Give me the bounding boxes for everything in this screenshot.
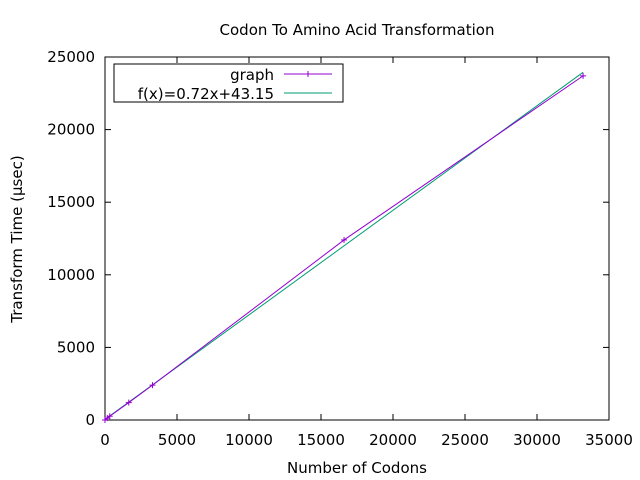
x-tick-label: 30000 xyxy=(513,431,561,449)
y-tick-label: 25000 xyxy=(47,48,95,66)
series-line-graph xyxy=(104,75,584,421)
y-tick-label: 0 xyxy=(85,411,95,429)
x-tick-label: 10000 xyxy=(225,431,273,449)
legend-marker-plus xyxy=(305,71,311,77)
y-tick-label: 10000 xyxy=(47,266,95,284)
legend-marker-graph xyxy=(305,71,311,77)
chart-title: Codon To Amino Acid Transformation xyxy=(220,21,495,39)
data-point xyxy=(106,413,113,420)
legend-label-fit: f(x)=0.72x+43.15 xyxy=(138,85,274,103)
plot-frame xyxy=(104,56,610,421)
x-tick-label: 35000 xyxy=(585,431,633,449)
y-tick-label: 20000 xyxy=(47,121,95,139)
series-layer xyxy=(102,71,587,423)
x-axis-label: Number of Codons xyxy=(287,459,427,477)
y-axis-label: Transform Time (µsec) xyxy=(8,155,26,323)
x-tick-label: 15000 xyxy=(297,431,345,449)
legend-label-graph: graph xyxy=(230,66,274,84)
data-point xyxy=(580,72,587,79)
y-tick-label: 5000 xyxy=(57,338,95,356)
x-tick-label: 0 xyxy=(100,431,110,449)
x-tick-label: 20000 xyxy=(369,431,417,449)
legend-box xyxy=(113,63,344,103)
x-tick-label: 25000 xyxy=(441,431,489,449)
data-point xyxy=(149,382,156,389)
legend: graph f(x)=0.72x+43.15 xyxy=(113,63,344,103)
data-point xyxy=(341,236,348,243)
axis-ticks: 0 5000 10000 15000 20000 25000 30000 35000 0 5000… xyxy=(47,48,633,449)
data-point xyxy=(125,399,132,406)
x-tick-label: 5000 xyxy=(158,431,196,449)
y-tick-label: 15000 xyxy=(47,193,95,211)
